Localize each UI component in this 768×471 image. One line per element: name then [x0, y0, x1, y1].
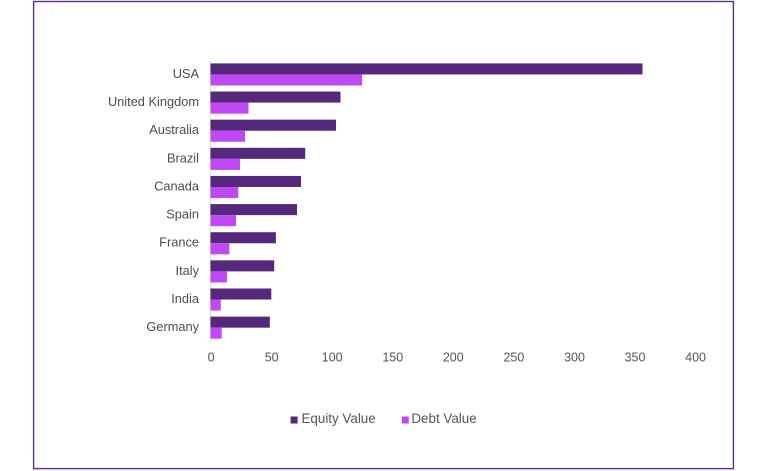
- svg-text:Brazil: Brazil: [167, 150, 199, 165]
- svg-text:United Kingdom: United Kingdom: [108, 94, 199, 109]
- svg-text:Italy: Italy: [176, 263, 200, 278]
- svg-text:300: 300: [564, 350, 585, 364]
- svg-text:50: 50: [265, 350, 279, 364]
- svg-text:Debt Value: Debt Value: [411, 411, 476, 426]
- svg-text:200: 200: [443, 350, 464, 364]
- svg-text:Equity Value: Equity Value: [302, 411, 376, 426]
- svg-text:400: 400: [685, 350, 706, 364]
- svg-text:100: 100: [322, 350, 343, 364]
- svg-text:Germany: Germany: [146, 319, 199, 334]
- svg-text:USA: USA: [173, 66, 200, 81]
- svg-text:0: 0: [208, 350, 215, 364]
- svg-text:France: France: [159, 235, 199, 250]
- svg-text:Spain: Spain: [166, 207, 199, 222]
- svg-text:India: India: [171, 291, 200, 306]
- svg-text:Australia: Australia: [149, 122, 200, 137]
- svg-text:250: 250: [503, 350, 524, 364]
- svg-text:150: 150: [382, 350, 403, 364]
- svg-text:350: 350: [625, 350, 646, 364]
- svg-text:Canada: Canada: [154, 178, 200, 193]
